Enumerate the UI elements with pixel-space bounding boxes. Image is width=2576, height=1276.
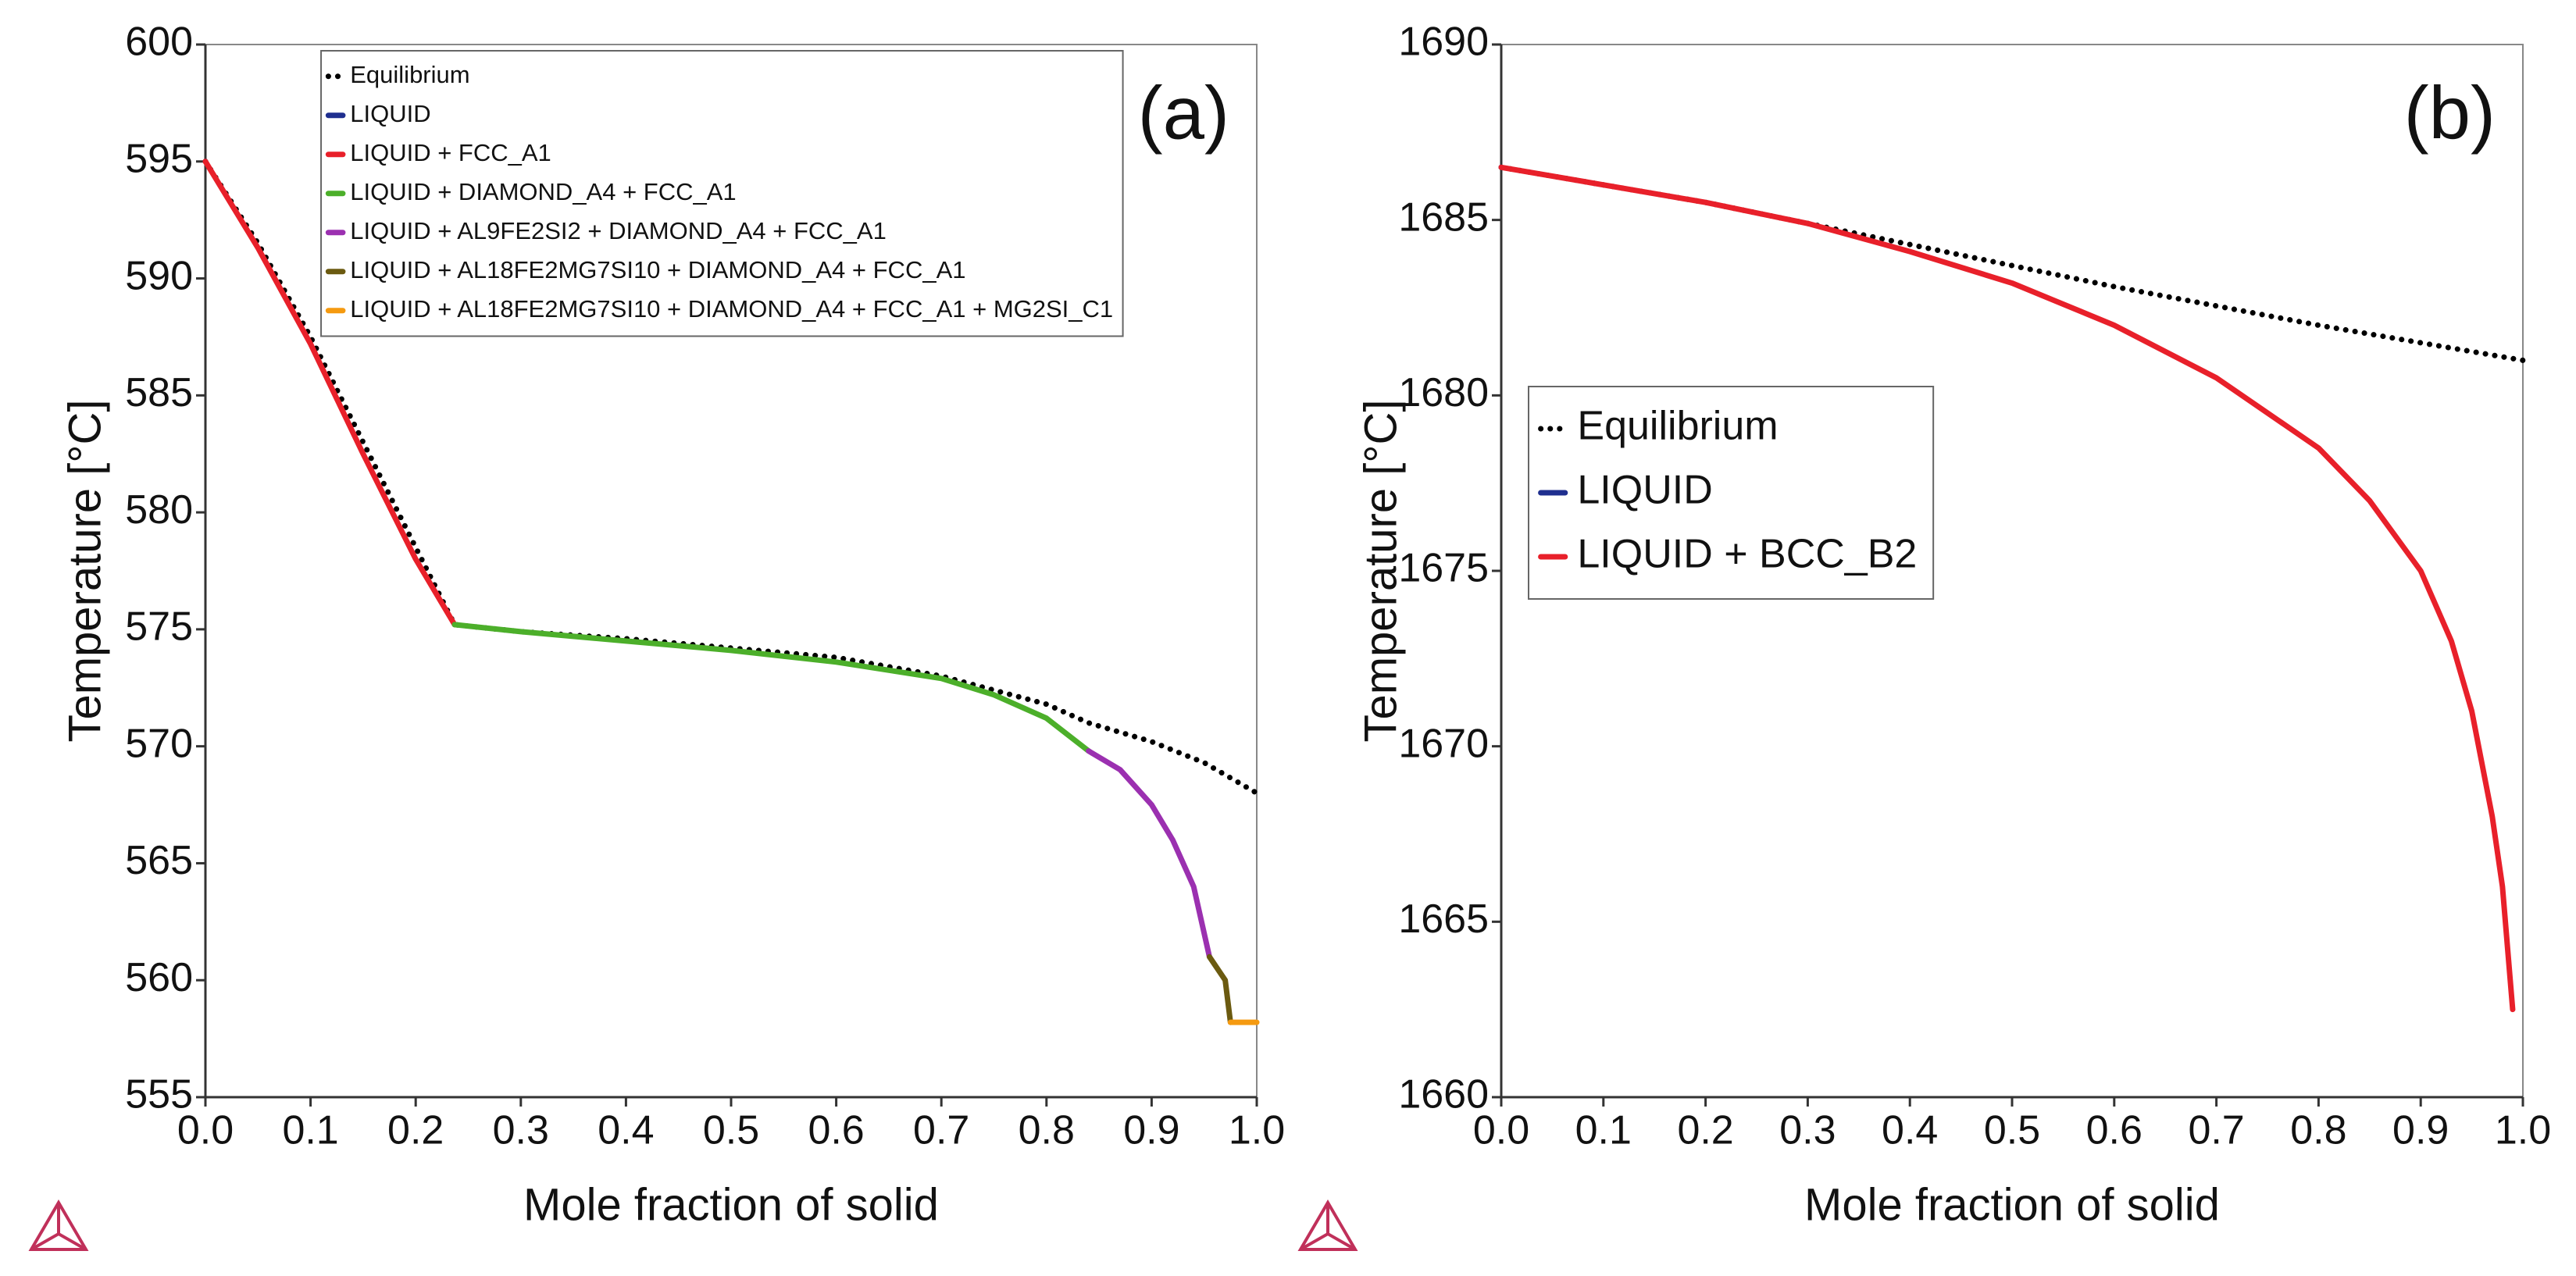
series-line [202,159,1260,797]
legend-label: Equilibrium [350,61,469,88]
x-tick-label: 0.7 [913,1108,969,1153]
legend-label: LIQUID + DIAMOND_A4 + FCC_A1 [350,178,736,205]
y-tick-label: 1660 [1398,1072,1489,1117]
y-tick-label: 1665 [1398,896,1489,942]
x-tick-label: 0.6 [808,1108,864,1153]
series-line [202,159,458,628]
y-tick-label: 555 [125,1072,193,1117]
legend-label: Equilibrium [1577,404,1778,449]
logo [28,1199,89,1251]
x-tick-label: 0.2 [387,1108,444,1153]
series-line [1498,164,2516,1013]
y-tick-label: 600 [125,20,193,65]
y-tick-label: 585 [125,370,193,415]
legend-label: LIQUID + AL18FE2MG7SI10 + DIAMOND_A4 + F… [350,295,1113,323]
x-tick-label: 0.5 [1984,1108,2040,1153]
x-tick-label: 0.7 [2188,1108,2244,1153]
y-tick-label: 560 [125,955,193,1000]
x-tick-label: 0.4 [1882,1108,1938,1153]
x-tick-label: 0.0 [1473,1108,1529,1153]
x-tick-label: 0.9 [2392,1108,2449,1153]
legend-label: LIQUID + AL18FE2MG7SI10 + DIAMOND_A4 + F… [350,256,965,283]
annotation: (a) [1138,71,1229,155]
legend-label: LIQUID + FCC_A1 [350,139,551,166]
x-tick-label: 0.1 [282,1108,338,1153]
legend: Equilibrium LIQUID LIQUID + BCC_B2 [1528,386,1935,600]
x-tick-label: 0.2 [1677,1108,1733,1153]
x-tick-label: 0.5 [703,1108,759,1153]
x-tick-label: 0.8 [1019,1108,1075,1153]
x-tick-label: 1.0 [1229,1108,1285,1153]
x-tick-label: 0.3 [493,1108,549,1153]
legend-label: LIQUID [350,100,430,127]
y-tick-label: 580 [125,487,193,533]
x-tick-label: 0.3 [1779,1108,1836,1153]
legend-box [1528,386,1935,600]
y-tick-label: 595 [125,137,193,182]
legend-label: LIQUID [1577,468,1712,513]
y-tick-label: 1685 [1398,194,1489,240]
legend-label: LIQUID + AL9FE2SI2 + DIAMOND_A4 + FCC_A1 [350,217,887,244]
y-tick-label: 1670 [1398,721,1489,766]
x-axis-label: Mole fraction of solid [1804,1179,2220,1230]
logo [1297,1199,1358,1251]
x-tick-label: 0.6 [2086,1108,2143,1153]
y-tick-label: 1675 [1398,546,1489,591]
legend-label: LIQUID + BCC_B2 [1577,532,1917,577]
series-line [451,622,1092,754]
x-tick-label: 0.1 [1575,1108,1632,1153]
y-tick-label: 575 [125,604,193,650]
annotation: (b) [2404,71,2496,155]
y-tick-label: 590 [125,253,193,298]
series-line [1086,748,1212,960]
x-tick-label: 0.9 [1123,1108,1179,1153]
x-tick-label: 0.0 [177,1108,234,1153]
y-tick-label: 570 [125,721,193,766]
legend-box [320,50,1124,337]
y-tick-label: 565 [125,838,193,883]
y-axis-label: Temperature [°C] [59,399,110,742]
y-tick-label: 1690 [1398,20,1489,65]
series-line [1206,953,1233,1025]
y-axis-label: Temperature [°C] [1355,399,1406,742]
x-tick-label: 0.4 [598,1108,654,1153]
x-tick-label: 1.0 [2495,1108,2551,1153]
y-tick-label: 1680 [1398,370,1489,415]
x-axis-label: Mole fraction of solid [523,1179,939,1230]
x-tick-label: 0.8 [2290,1108,2346,1153]
legend: Equilibrium LIQUID LIQUID + FCC_A1 LIQUID +… [320,50,1124,337]
